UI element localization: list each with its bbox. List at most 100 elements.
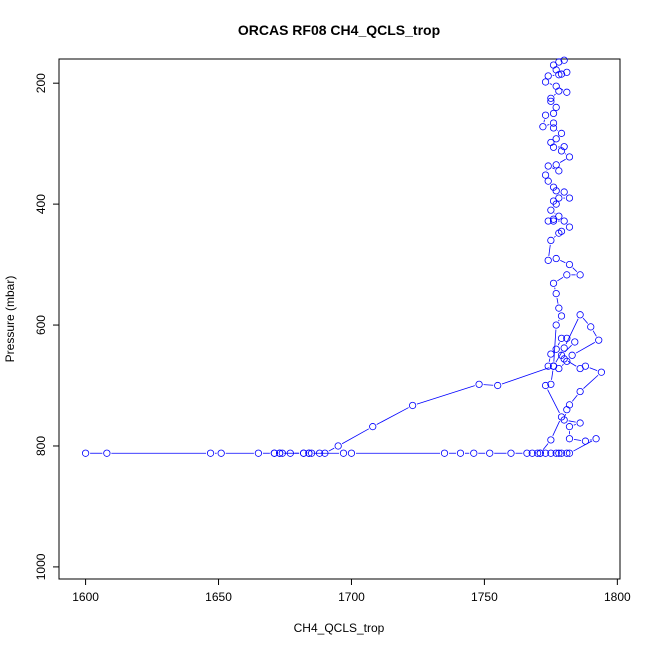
series-segment bbox=[543, 119, 545, 123]
data-point bbox=[278, 449, 286, 457]
data-point bbox=[563, 334, 571, 342]
data-point bbox=[547, 350, 555, 358]
data-point bbox=[549, 109, 558, 118]
data-point bbox=[565, 223, 574, 231]
data-point bbox=[276, 449, 284, 457]
data-point bbox=[552, 321, 560, 329]
data-point bbox=[549, 362, 558, 370]
data-point bbox=[557, 351, 566, 359]
data-point bbox=[595, 336, 603, 344]
series-segment bbox=[561, 364, 564, 366]
data-point bbox=[544, 256, 552, 264]
data-point bbox=[339, 449, 348, 457]
data-point bbox=[587, 323, 595, 331]
data-point bbox=[539, 123, 547, 131]
series-segment bbox=[558, 319, 560, 322]
data-point bbox=[560, 56, 568, 64]
data-point bbox=[544, 217, 552, 225]
series-segment bbox=[573, 424, 576, 426]
data-point bbox=[597, 368, 605, 376]
series-segment bbox=[589, 367, 598, 371]
data-point bbox=[552, 135, 560, 143]
data-point bbox=[547, 236, 555, 244]
data-point bbox=[555, 449, 563, 457]
data-point bbox=[576, 419, 584, 427]
data-point bbox=[549, 217, 558, 225]
data-point bbox=[576, 387, 584, 396]
data-point bbox=[555, 167, 563, 175]
data-point bbox=[555, 58, 563, 66]
series-segment bbox=[548, 244, 551, 256]
data-point bbox=[557, 70, 566, 78]
data-point bbox=[565, 153, 574, 161]
data-point bbox=[300, 449, 308, 457]
data-point bbox=[565, 260, 574, 269]
data-point bbox=[552, 161, 560, 169]
series-points-1 bbox=[536, 56, 584, 457]
series-segment bbox=[556, 297, 559, 304]
data-point bbox=[369, 423, 377, 431]
data-point bbox=[549, 124, 558, 132]
y-tick-label: 800 bbox=[34, 436, 48, 456]
data-point bbox=[557, 449, 566, 457]
series-segment bbox=[592, 330, 597, 337]
data-point bbox=[565, 449, 574, 457]
data-point bbox=[533, 449, 542, 457]
data-point bbox=[563, 449, 571, 457]
series-segment bbox=[547, 124, 550, 126]
data-point bbox=[307, 449, 316, 457]
series-line-0 bbox=[90, 317, 599, 454]
x-axis: 1600 1650 1700 1750 1800 bbox=[72, 579, 631, 604]
x-tick-label: 1600 bbox=[72, 590, 99, 604]
data-point bbox=[305, 449, 313, 457]
data-point bbox=[552, 449, 560, 457]
data-point bbox=[536, 449, 544, 457]
series-segment bbox=[501, 367, 550, 385]
data-point bbox=[547, 449, 555, 457]
series-segment bbox=[542, 443, 549, 450]
series-segment bbox=[416, 385, 475, 405]
data-point bbox=[547, 138, 555, 147]
series-segment bbox=[560, 260, 566, 264]
series-segment bbox=[573, 440, 593, 452]
data-point bbox=[321, 449, 329, 457]
y-axis: 200 400 600 800 1000 bbox=[34, 73, 59, 580]
data-point bbox=[541, 171, 550, 179]
data-point bbox=[557, 147, 566, 155]
data-point bbox=[557, 413, 566, 421]
data-point bbox=[475, 380, 483, 388]
series-segment bbox=[552, 167, 555, 170]
data-point bbox=[315, 449, 324, 457]
y-tick-label: 400 bbox=[34, 194, 48, 214]
data-point bbox=[557, 227, 566, 235]
data-point bbox=[560, 355, 568, 363]
data-point bbox=[560, 217, 568, 225]
data-point bbox=[544, 162, 552, 170]
data-point bbox=[565, 435, 574, 443]
data-point bbox=[544, 72, 552, 80]
data-point bbox=[494, 381, 502, 390]
data-point bbox=[523, 449, 531, 457]
data-point bbox=[557, 334, 566, 342]
series-segment bbox=[548, 358, 551, 362]
data-point bbox=[571, 338, 579, 346]
data-point bbox=[581, 437, 590, 445]
series-segment bbox=[567, 360, 577, 367]
plot-frame bbox=[58, 58, 621, 580]
x-tick-label: 1800 bbox=[604, 590, 631, 604]
data-point bbox=[347, 449, 356, 457]
series-segment bbox=[568, 420, 576, 423]
data-point bbox=[541, 449, 550, 457]
data-point bbox=[552, 103, 560, 111]
series-segment bbox=[573, 438, 582, 441]
data-point bbox=[549, 119, 558, 127]
series-segment bbox=[549, 83, 553, 85]
data-point bbox=[544, 362, 552, 370]
data-point bbox=[581, 362, 590, 370]
y-tick-label: 1000 bbox=[34, 553, 48, 580]
series-segment bbox=[552, 420, 560, 437]
y-tick-label: 200 bbox=[34, 73, 48, 93]
data-point bbox=[565, 423, 574, 431]
series-segment bbox=[328, 447, 335, 452]
